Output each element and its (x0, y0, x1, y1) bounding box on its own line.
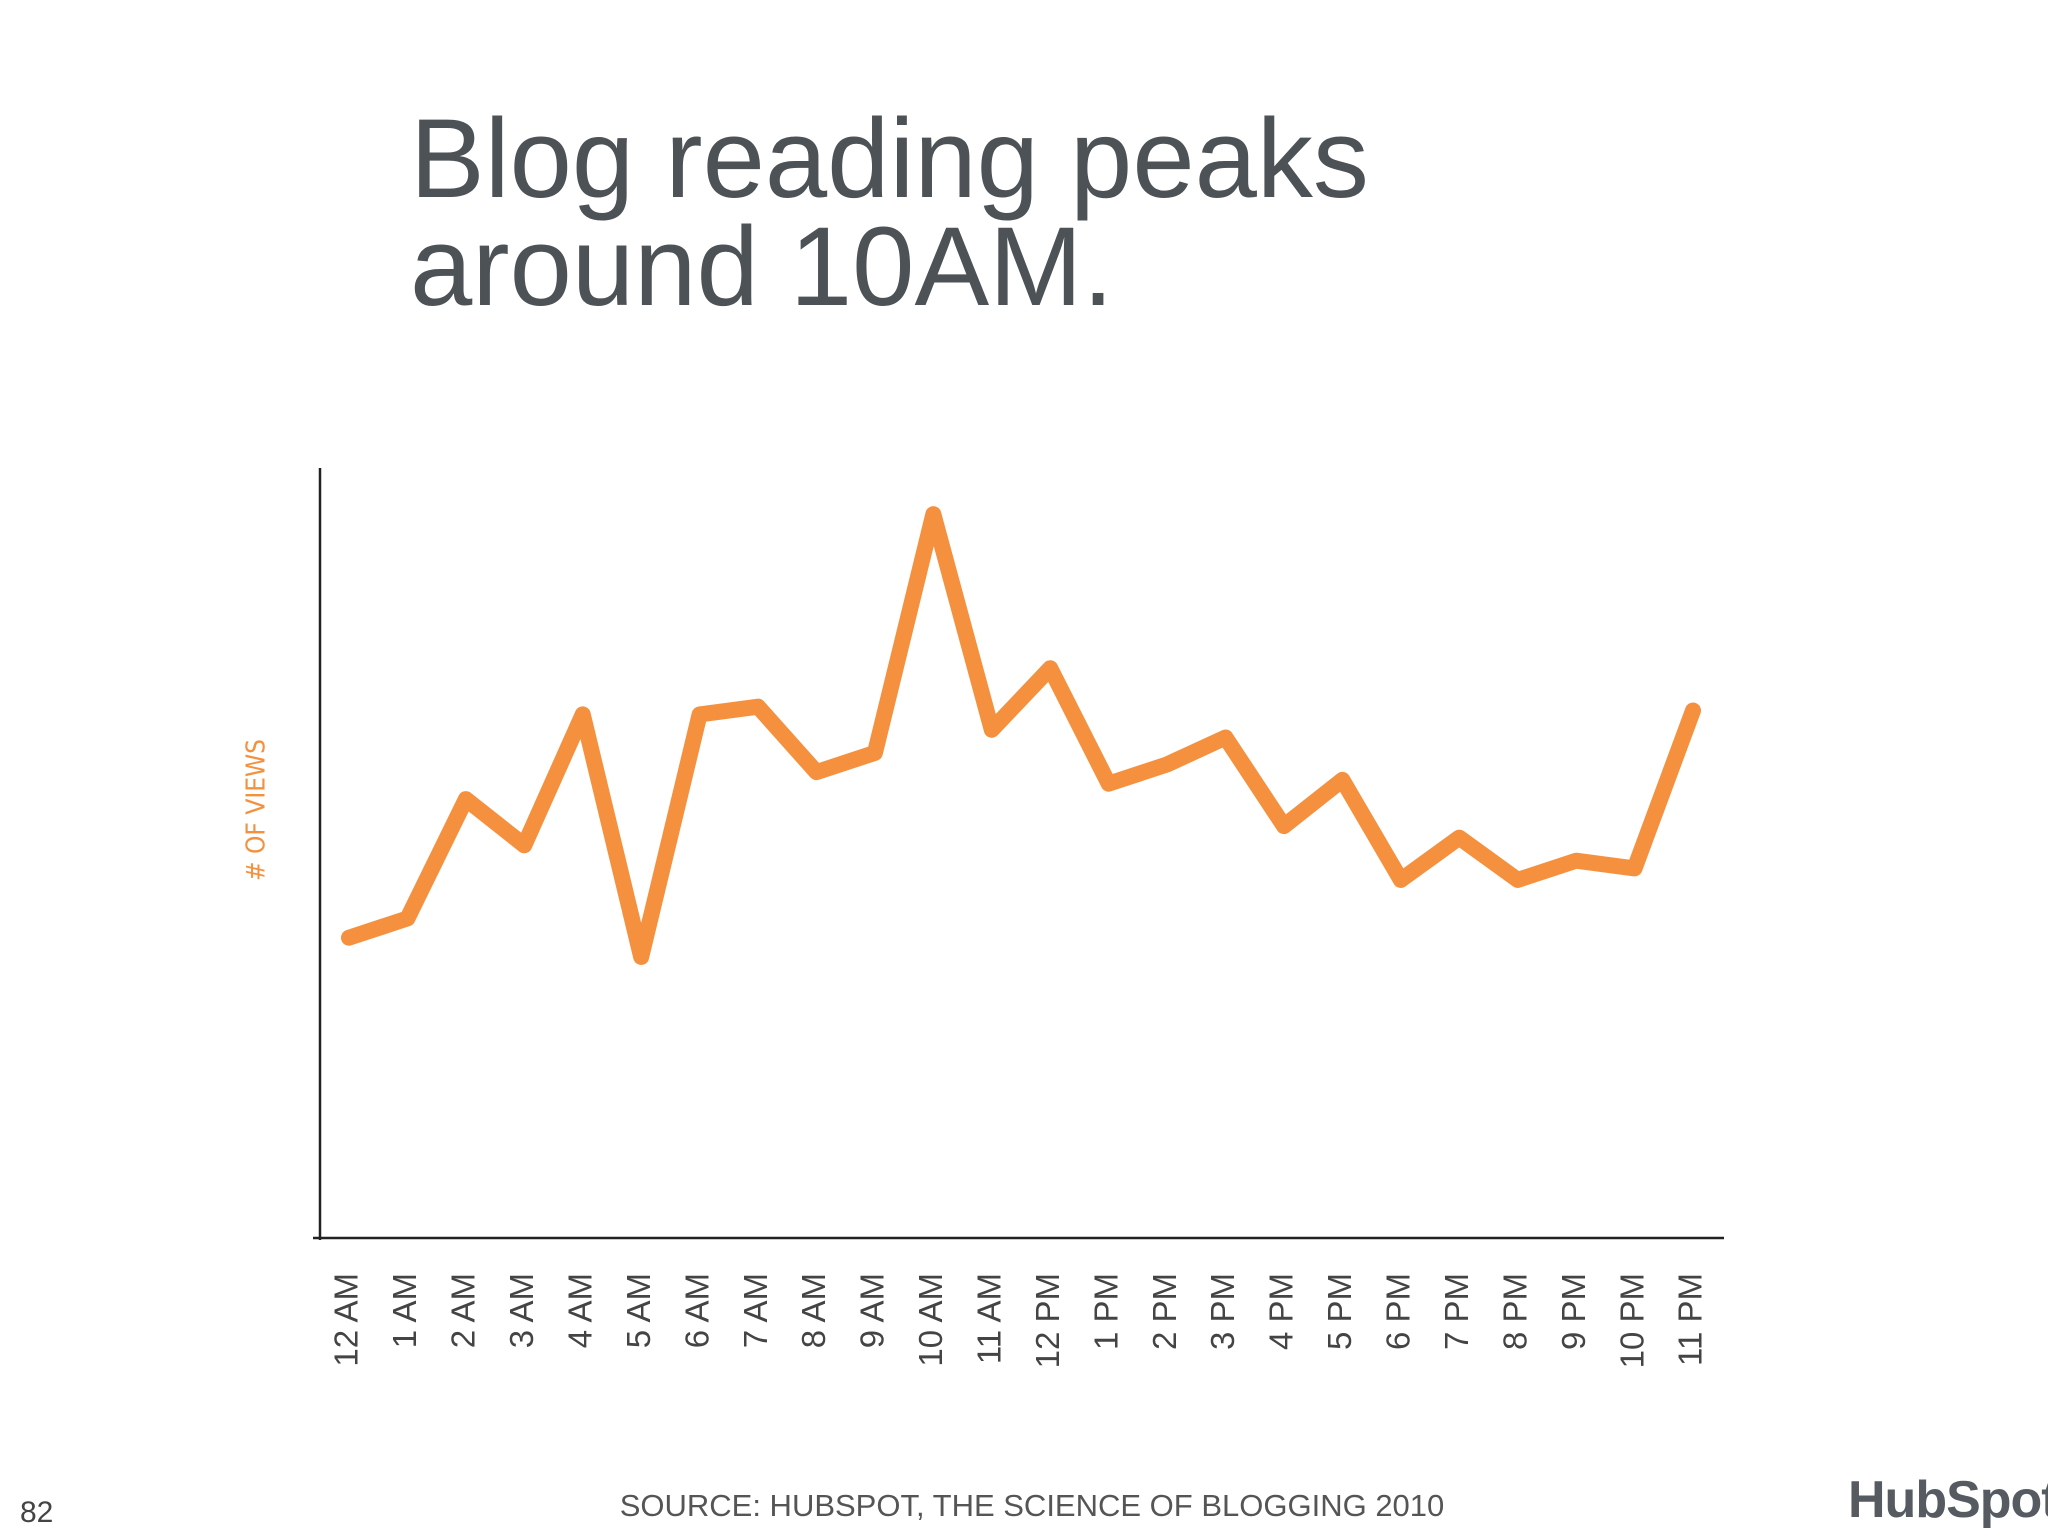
x-tick-label: 1 PM (1087, 1273, 1124, 1350)
x-tick-label: 11 PM (1672, 1273, 1709, 1366)
y-axis-label: # OF VIEWS (242, 739, 272, 881)
x-tick-label: 6 PM (1380, 1273, 1417, 1350)
x-tick-label: 4 AM (561, 1273, 598, 1348)
x-tick-label: 5 AM (620, 1273, 657, 1348)
x-tick-label: 1 AM (386, 1273, 423, 1348)
x-tick-label: 8 PM (1496, 1273, 1533, 1350)
x-tick-label: 5 PM (1321, 1273, 1358, 1350)
x-tick-label: 9 AM (854, 1273, 891, 1348)
line (341, 506, 1701, 965)
x-tick-label: 2 PM (1146, 1273, 1183, 1350)
x-tick-label: 3 AM (503, 1273, 540, 1348)
logo: HubSpot (1848, 1471, 2048, 1529)
x-tick-label: 10 PM (1613, 1273, 1650, 1368)
x-tick-label: 11 AM (971, 1273, 1008, 1364)
chart-title: Blog reading peaks around 10AM. (410, 96, 1369, 329)
x-tick-label: 2 AM (445, 1273, 482, 1348)
x-tick-label: 7 PM (1438, 1273, 1475, 1350)
x-tick-label: 12 AM (328, 1273, 365, 1367)
x-tick-label: 7 AM (737, 1273, 774, 1348)
x-tick-label: 4 PM (1263, 1273, 1300, 1350)
x-tick-label: 10 AM (912, 1273, 949, 1367)
source: SOURCE: HUBSPOT, THE SCIENCE OF BLOGGING… (619, 1488, 1445, 1523)
x-tick-label: 6 AM (678, 1273, 715, 1348)
x-tick-label: 3 PM (1204, 1273, 1241, 1350)
page-number: 82 (20, 1496, 54, 1529)
x-tick-label: 8 AM (795, 1273, 832, 1348)
x-tick-label: 12 PM (1029, 1273, 1066, 1368)
x-tick-label: 9 PM (1555, 1273, 1592, 1350)
